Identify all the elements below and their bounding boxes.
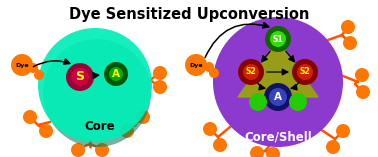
Circle shape [43,39,151,147]
Circle shape [264,83,292,111]
Circle shape [38,28,152,142]
Circle shape [23,110,37,124]
Text: S2: S2 [246,68,256,76]
Polygon shape [238,40,318,97]
Circle shape [153,80,167,94]
Circle shape [297,64,313,80]
Text: Dye: Dye [189,62,203,68]
Circle shape [28,63,38,73]
Circle shape [326,140,340,154]
Circle shape [336,124,350,138]
Circle shape [95,143,109,157]
Circle shape [34,70,44,80]
Circle shape [104,62,128,86]
Circle shape [289,93,307,111]
Text: Core: Core [85,121,115,133]
Circle shape [249,93,267,111]
Text: S1: S1 [273,35,284,43]
Circle shape [71,143,85,157]
Circle shape [204,62,214,72]
Text: Dye: Dye [15,62,29,68]
Text: S2: S2 [300,68,310,76]
Circle shape [185,54,207,76]
Circle shape [243,64,259,80]
Circle shape [153,66,167,80]
Circle shape [341,20,355,34]
Text: Dye Sensitized Upconversion: Dye Sensitized Upconversion [69,7,309,22]
Text: A: A [112,69,120,79]
Text: Core/Shell: Core/Shell [244,130,312,143]
Circle shape [343,36,357,50]
Circle shape [39,124,53,138]
Circle shape [11,54,33,76]
Circle shape [66,63,94,91]
Text: S: S [76,70,85,84]
Circle shape [270,31,286,47]
Circle shape [109,67,123,81]
Circle shape [265,26,291,52]
Circle shape [266,147,280,157]
Circle shape [209,68,219,78]
Circle shape [120,124,134,138]
Circle shape [250,146,264,157]
Text: A: A [274,92,282,102]
Circle shape [292,59,318,85]
Circle shape [269,88,287,106]
Circle shape [238,59,264,85]
Circle shape [356,85,370,99]
Circle shape [213,138,227,152]
Circle shape [71,68,89,86]
Circle shape [203,122,217,136]
Circle shape [136,110,150,124]
Circle shape [355,68,369,82]
Circle shape [213,17,343,147]
